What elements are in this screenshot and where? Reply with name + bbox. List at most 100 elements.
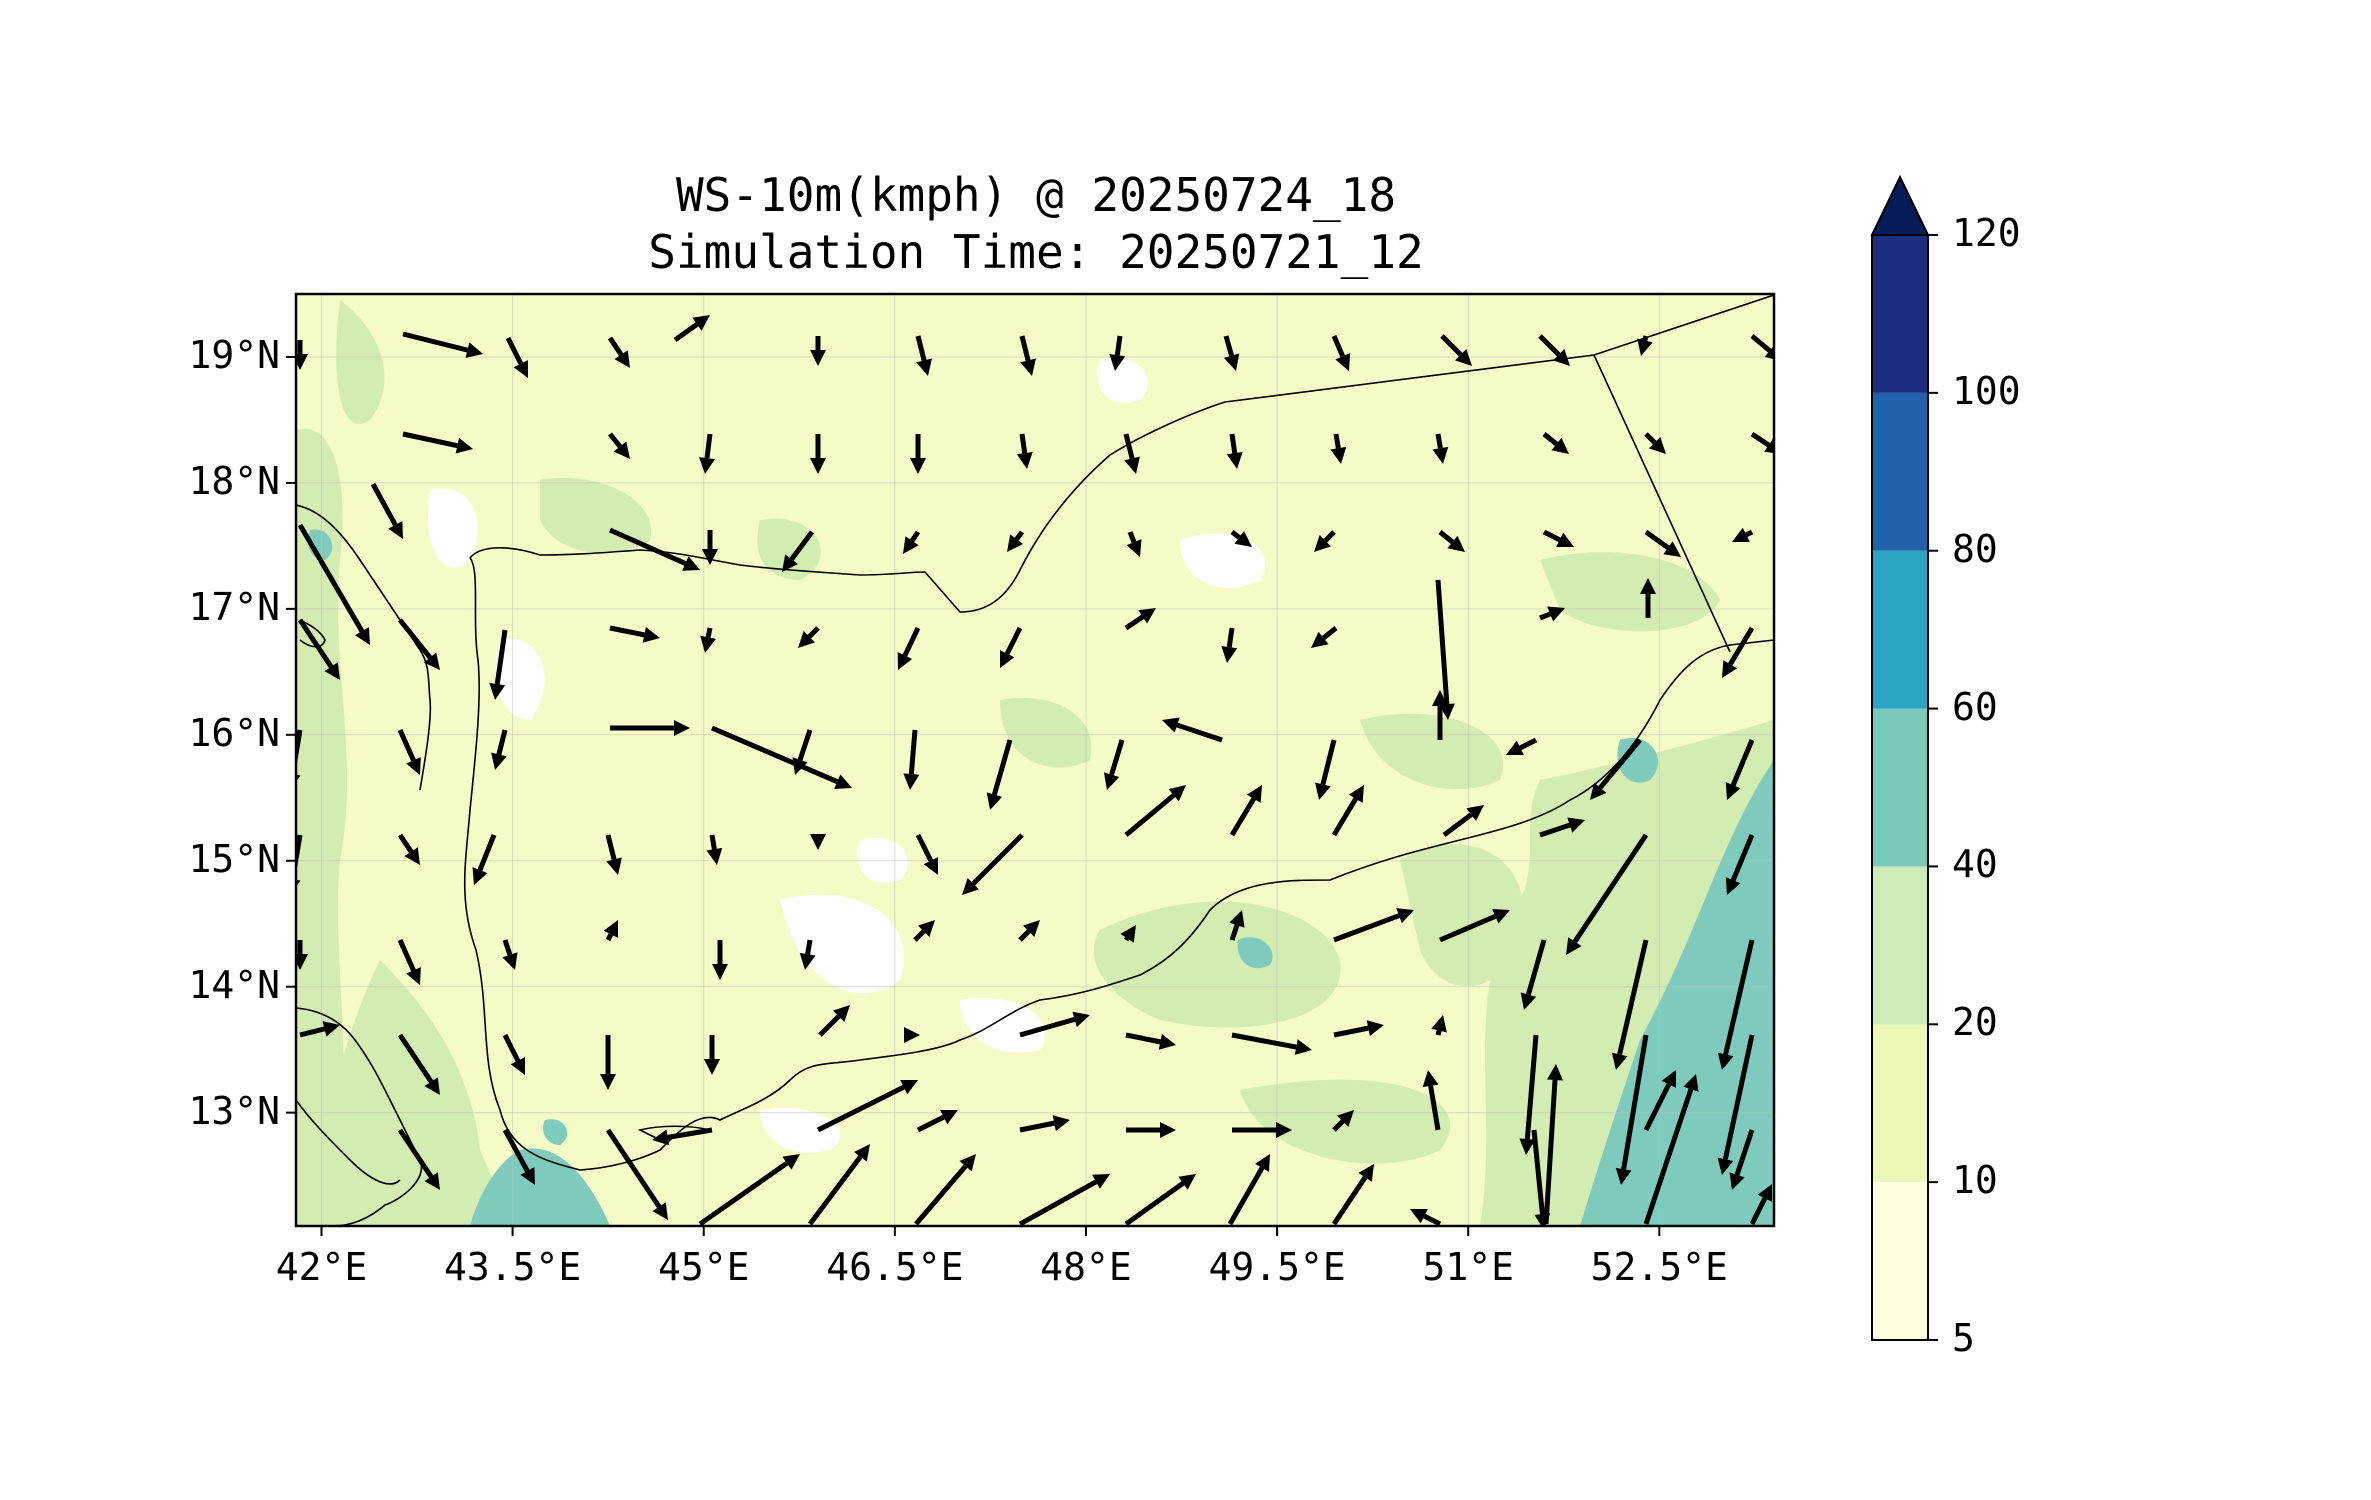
wind-arrow [1018,920,1040,942]
wind-arrow [1331,335,1351,371]
wind-arrow [673,315,710,343]
colorbar-tick-label: 60 [1952,684,1998,729]
wind-arrow [1330,433,1347,464]
wind-arrow [1227,1154,1270,1226]
wind-arrow [704,1035,720,1075]
wind-arrow [605,834,622,875]
wind-arrow [489,629,508,700]
wind-arrow [799,939,816,970]
wind-arrow [792,729,813,775]
wind-arrow [1422,1070,1441,1131]
wind-arrow [1332,1110,1354,1132]
wind-arrow [1566,833,1649,955]
wind-arrow [986,739,1013,810]
lat-tick-label: 13°N [188,1088,280,1133]
wind-arrow [1717,1034,1755,1175]
coastline-and-borders [296,294,1774,1226]
lat-tick-label: 14°N [188,962,280,1007]
wind-arrow [1311,626,1338,648]
wind-arrow [904,1027,920,1043]
wind-arrow [1432,433,1449,464]
field-contour-11 [757,518,821,580]
wind-arrow [1221,627,1238,663]
field-contour-6 [1400,844,1524,987]
wind-arrow [370,482,403,539]
coastline-1 [469,294,1774,613]
wind-arrow [1439,908,1510,943]
wind-arrow [1729,1129,1755,1190]
wind-arrow [1016,433,1033,469]
wind-arrow [810,834,826,850]
wind-arrow [402,431,473,454]
wind-arrow [472,834,497,885]
wind-arrow [699,433,715,474]
colorbar-segment [1872,550,1928,709]
wind-arrow [1333,1020,1384,1038]
wind-arrow [1435,579,1455,720]
axis-ticks [286,355,1661,1236]
wind-arrow [1611,939,1649,1070]
wind-arrow [608,432,630,459]
wind-arrow [782,530,814,572]
lon-tick-label: 43.5°E [443,1245,582,1289]
wind-arrow [1019,335,1036,376]
gridlines [296,294,1774,1226]
wind-arrow [808,1144,870,1226]
field-contour-14 [1237,937,1273,969]
wind-arrow [1331,1164,1374,1226]
field-contour-2 [300,960,520,1226]
field-contour-4 [1093,901,1341,1028]
colorbar-segment [1872,1182,1928,1340]
field-contour-1 [336,300,385,424]
wind-arrow [397,728,421,775]
wind-arrow [1229,910,1245,941]
wind-arrow [798,626,820,648]
wind-arrow [610,720,690,736]
wind-arrow [1124,785,1186,837]
wind-arrow [1725,834,1755,895]
field-contour-13 [470,1148,610,1226]
field-contour-7 [1360,713,1504,790]
wind-arrow [1331,785,1364,837]
lon-tick-label: 42°E [275,1245,368,1289]
wind-arrow [297,523,370,645]
wind-arrow [603,920,618,942]
wind-arrow [1538,334,1570,366]
colorbar-segment [1872,1024,1928,1183]
wind-arrow [1725,739,1755,800]
wind-arrow [1314,530,1336,552]
wind-arrow [903,530,921,554]
wind-arrow [702,530,718,565]
wind-arrow [296,940,308,970]
field-contour-15 [1617,738,1659,783]
wind-arrow [502,1128,535,1185]
wind-arrow [1162,717,1223,743]
colorbar-tick-label: 40 [1952,842,1998,887]
wind-arrow [652,1127,713,1146]
wind-arrow [1432,690,1448,740]
wind-arrow [1018,1174,1110,1226]
wind-arrow [397,833,420,865]
wind-arrow [915,335,932,376]
colorbar-frame [1871,234,1929,1341]
wind-arrow [915,833,938,875]
wind-arrow [1539,817,1585,838]
field-contour-19 [496,638,545,720]
wind-arrow [916,1110,958,1133]
lat-tick-label: 15°N [188,836,280,881]
wind-arrow [818,1005,850,1037]
field-contour-12 [1580,760,1774,1226]
wind-arrow [897,626,921,670]
wind-arrow [1722,626,1755,678]
lon-tick-label: 51°E [1422,1245,1514,1289]
wind-arrow [698,1154,800,1226]
wind-arrow [914,1154,976,1226]
colorbar-tick-label: 5 [1952,1316,1975,1360]
wind-arrow [1231,1032,1312,1055]
coastline-5 [296,504,432,791]
wind-arrow [1732,527,1754,542]
wind-arrow [1230,530,1252,547]
wind-arrow [1223,335,1240,371]
field-contour-16 [543,1119,568,1145]
wind-vectors [296,315,1774,1226]
